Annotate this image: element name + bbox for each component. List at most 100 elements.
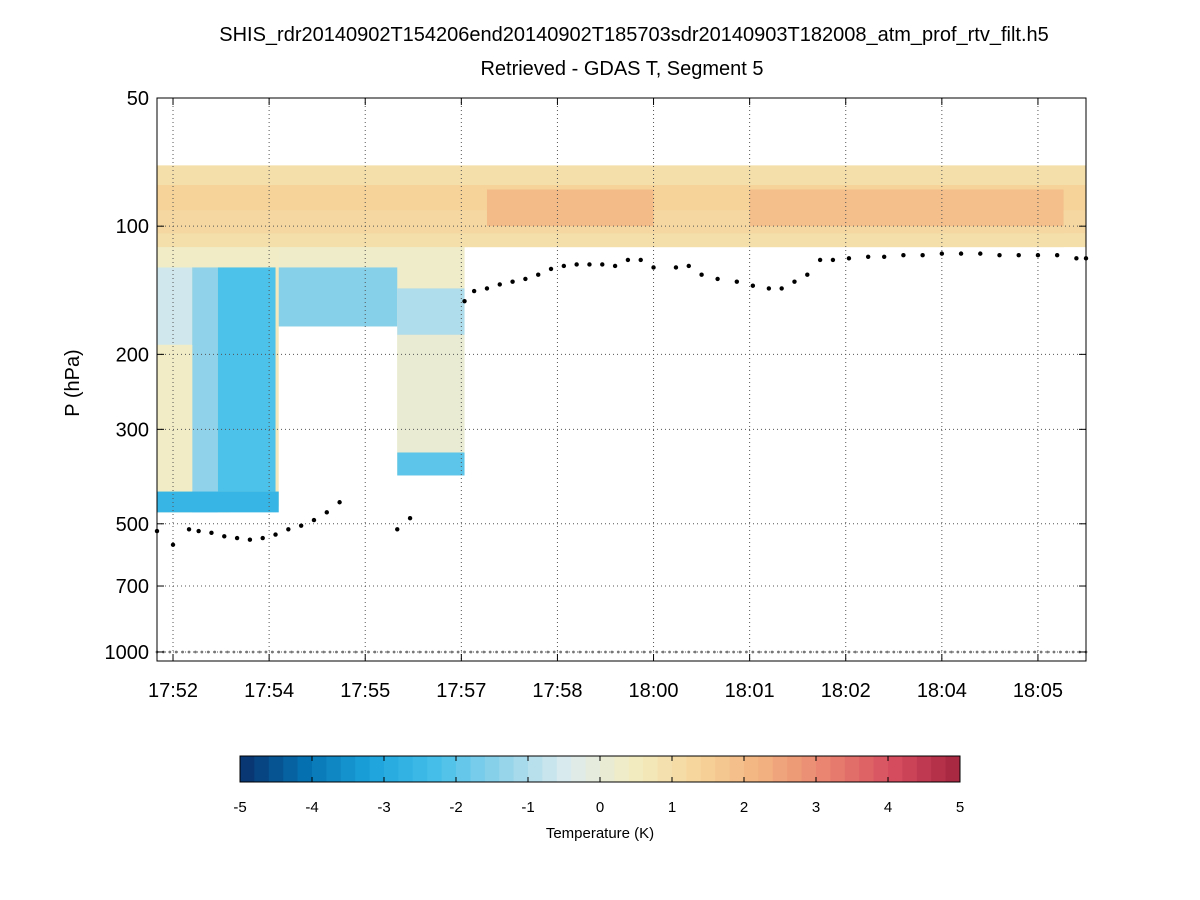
colorbar-segment [355,756,371,782]
surface-pressure-point [789,650,793,654]
plot-frame [156,97,1087,662]
surface-pressure-point [962,650,966,654]
surface-pressure-point [533,650,537,654]
surface-pressure-point [860,650,864,654]
surface-pressure-point [270,650,274,654]
x-tick-label-9: 18:05 [1013,680,1063,702]
surface-pressure-point [616,650,620,654]
tropopause-point [846,256,852,261]
surface-pressure-point [834,650,838,654]
surface-pressure-point [501,650,505,654]
tropopause-point [1054,253,1060,258]
tropopause-point [881,254,887,259]
colorbar-tick-label-5: 0 [596,799,604,816]
tropopause-point [170,542,176,547]
surface-pressure-point [764,650,768,654]
colorbar-tick-label-1: -4 [305,799,318,816]
tropopause-point [600,262,605,267]
surface-pressure-point [264,650,268,654]
surface-pressure-point [405,650,409,654]
heatmap-cell-8 [157,267,193,345]
surface-pressure-point [725,650,729,654]
colorbar-tick-label-4: -1 [521,799,534,816]
colorbar-segment [340,756,356,782]
colorbar-segment [456,756,471,782]
colorbar-segment [686,756,702,782]
tropopause-point [523,276,528,282]
colorbar-segment [283,756,299,782]
tropopause-point [805,272,810,277]
surface-pressure-point [969,650,973,654]
tropopause-point [222,534,227,539]
surface-pressure-point [943,650,947,654]
surface-pressure-point [546,650,550,654]
surface-pressure-point [495,650,498,654]
surface-pressure-point [1065,650,1069,654]
surface-pressure-point [1046,650,1049,654]
surface-pressure-point [783,650,787,654]
colorbar-segment [441,756,457,782]
tropopause-point [1016,253,1021,258]
surface-pressure-point [437,650,441,654]
colorbar-gradient [240,756,961,782]
surface-pressure-point [379,650,383,654]
surface-pressure-point [706,650,710,654]
surface-pressure-point [367,650,370,654]
colorbar-segment [801,756,817,782]
surface-pressure-point [392,650,396,654]
x-tick-label-4: 17:58 [532,680,582,702]
colorbar-segment [758,756,774,782]
colorbar-segment [931,756,947,782]
colorbar-segment [571,756,587,782]
colorbar-segment [816,756,831,782]
tropopause-point [901,253,906,258]
tropopause-point [186,527,192,532]
x-tick-label-3: 17:57 [436,680,486,702]
colorbar-segment [600,756,615,782]
surface-pressure-point [488,650,492,654]
surface-pressure-point [482,650,486,654]
y-tick-label-3: 300 [116,419,149,441]
surface-pressure-point [1039,650,1043,654]
chart-title: SHIS_rdr20140902T154206end20140902T18570… [219,24,1049,46]
y-tick-label-1: 100 [116,216,149,238]
surface-pressure-point [174,650,178,654]
tropopause-point [484,286,490,291]
data-series [154,251,1089,654]
surface-pressure-point [866,650,870,654]
y-tick-label-6: 1000 [105,642,150,664]
y-tick-label-0: 50 [127,88,149,110]
surface-pressure-point [456,650,460,654]
surface-pressure-point [443,650,447,654]
surface-pressure-point [168,650,172,654]
tropopause-point [510,279,515,284]
surface-pressure-point [745,650,748,654]
tropopause-point [462,298,467,304]
surface-pressure-point [687,650,691,654]
y-tick-label-4: 500 [116,514,149,536]
colorbar-segment [945,756,961,782]
surface-pressure-point [937,650,941,654]
surface-pressure-point [732,650,736,654]
surface-pressure-point [424,650,428,654]
heatmap-cell-9 [192,267,218,513]
colorbar-segment [902,756,918,782]
surface-pressure-point [475,650,479,654]
tropopause-point [286,527,291,532]
surface-pressure-point [668,650,671,654]
surface-pressure-point [924,650,928,654]
plot-area: 17:52 17:54 17:55 17:57 17:58 18:00 18:01 18:02… [105,88,1089,702]
colorbar-segment [873,756,889,782]
surface-pressure-point [584,650,588,654]
surface-pressure-point [815,650,819,654]
tropopause-point [734,279,740,284]
colorbar-segment [427,756,443,782]
colorbar-tick-label-0: -5 [233,799,246,816]
surface-pressure-point [873,650,876,654]
tropopause-point [686,263,691,269]
tropopause-point [920,253,925,258]
surface-pressure-point [796,650,800,654]
surface-pressure-point [847,650,851,654]
x-tick-label-5: 18:00 [629,680,679,702]
tropopause-point [715,276,720,282]
